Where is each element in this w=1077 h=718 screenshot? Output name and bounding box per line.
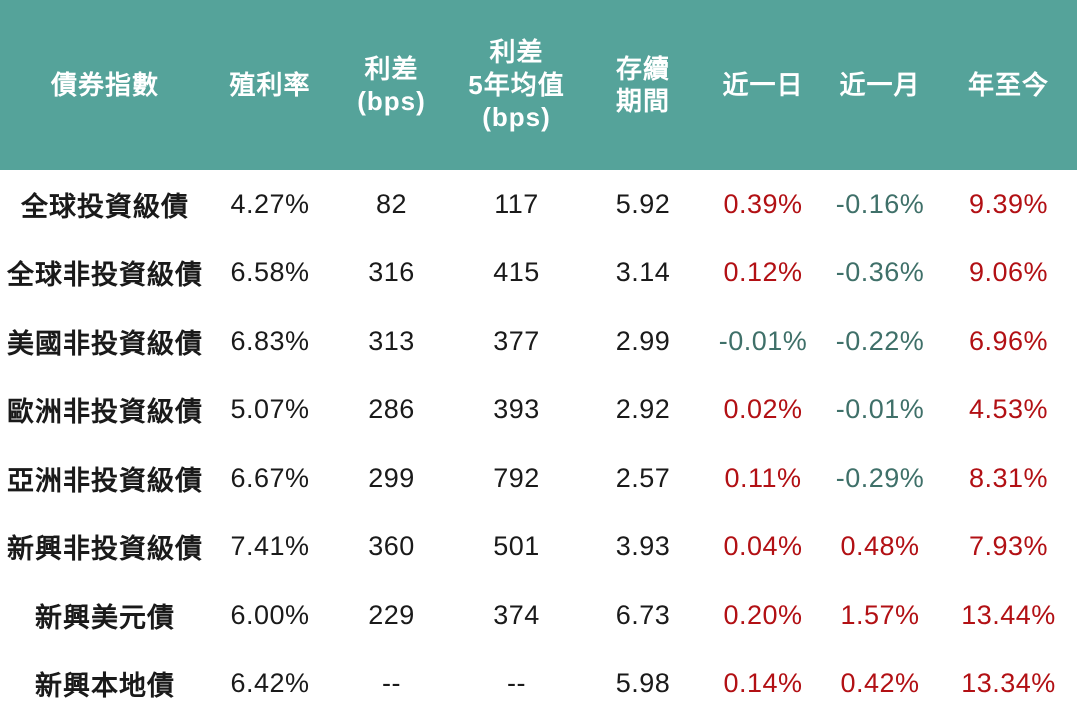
duration-value: 2.92 xyxy=(615,394,671,425)
bond-index-name: 亞洲非投資級債 xyxy=(7,465,203,496)
change-1m-value: -0.29% xyxy=(835,462,925,493)
change-1d-value: 0.12% xyxy=(723,257,803,288)
change-1m-value: -0.01% xyxy=(835,394,925,425)
bond-index-name: 新興美元債 xyxy=(35,602,175,633)
column-header-spread-5y-avg-bps: 利差 5年均值 (bps) xyxy=(468,37,565,133)
spread-bps-value: 299 xyxy=(368,462,415,493)
change-1m-value: 0.42% xyxy=(840,668,920,699)
change-1m-value: -0.36% xyxy=(835,257,925,288)
bond-index-name: 全球投資級債 xyxy=(21,191,189,222)
table-row: 全球非投資級債 6.58% 316 415 3.14 0.12% -0.36% … xyxy=(0,239,1077,308)
change-ytd-value: 7.93% xyxy=(968,531,1049,562)
table-header-row: 債券指數 殖利率 利差 (bps) 利差 5年均值 (bps) 存續 期間 近一… xyxy=(0,0,1077,170)
column-header-spread-bps: 利差 (bps) xyxy=(357,53,426,117)
duration-value: 5.98 xyxy=(615,668,671,699)
spread-bps-value: 316 xyxy=(368,257,415,288)
table-row: 新興美元債 6.00% 229 374 6.73 0.20% 1.57% 13.… xyxy=(0,581,1077,650)
change-ytd-value: 13.34% xyxy=(961,668,1056,699)
yield-value: 7.41% xyxy=(230,531,310,562)
column-header-yield: 殖利率 xyxy=(229,69,311,100)
spread-bps-value: 229 xyxy=(368,599,415,630)
spread-5y-avg-value: 393 xyxy=(493,394,540,425)
table-row: 美國非投資級債 6.83% 313 377 2.99 -0.01% -0.22%… xyxy=(0,307,1077,376)
change-ytd-value: 4.53% xyxy=(968,394,1049,425)
spread-bps-value: 82 xyxy=(375,188,408,219)
yield-value: 6.00% xyxy=(230,599,310,630)
change-ytd-value: 13.44% xyxy=(961,599,1056,630)
change-1m-value: -0.16% xyxy=(835,188,925,219)
bond-index-name: 歐洲非投資級債 xyxy=(7,397,203,428)
duration-value: 3.14 xyxy=(615,257,671,288)
table-row: 歐洲非投資級債 5.07% 286 393 2.92 0.02% -0.01% … xyxy=(0,376,1077,445)
change-1m-value: 0.48% xyxy=(840,531,920,562)
change-1m-value: 1.57% xyxy=(840,599,920,630)
change-ytd-value: 8.31% xyxy=(968,462,1049,493)
spread-bps-value: -- xyxy=(382,668,401,699)
spread-5y-avg-value: -- xyxy=(507,668,526,699)
change-1d-value: 0.02% xyxy=(723,394,803,425)
yield-value: 6.58% xyxy=(230,257,310,288)
table-row: 新興本地債 6.42% -- -- 5.98 0.14% 0.42% 13.34… xyxy=(0,650,1077,718)
bond-index-name: 美國非投資級債 xyxy=(7,328,203,359)
table-row: 新興非投資級債 7.41% 360 501 3.93 0.04% 0.48% 7… xyxy=(0,513,1077,582)
yield-value: 4.27% xyxy=(230,188,310,219)
duration-value: 3.93 xyxy=(615,531,671,562)
spread-5y-avg-value: 792 xyxy=(493,462,540,493)
change-1d-value: 0.39% xyxy=(723,188,803,219)
column-header-change-1m: 近一月 xyxy=(839,69,921,100)
change-1m-value: -0.22% xyxy=(835,325,925,356)
duration-value: 6.73 xyxy=(615,599,671,630)
duration-value: 2.99 xyxy=(615,325,671,356)
duration-value: 2.57 xyxy=(615,462,671,493)
spread-bps-value: 286 xyxy=(368,394,415,425)
spread-5y-avg-value: 117 xyxy=(494,188,539,219)
change-1d-value: -0.01% xyxy=(718,325,808,356)
yield-value: 6.42% xyxy=(230,668,310,699)
bond-index-name: 全球非投資級債 xyxy=(7,260,203,291)
table-row: 亞洲非投資級債 6.67% 299 792 2.57 0.11% -0.29% … xyxy=(0,444,1077,513)
column-header-index-name: 債券指數 xyxy=(50,69,159,100)
column-header-duration: 存續 期間 xyxy=(615,53,670,117)
column-header-change-1d: 近一日 xyxy=(722,69,804,100)
spread-5y-avg-value: 415 xyxy=(493,257,540,288)
yield-value: 6.67% xyxy=(230,462,310,493)
column-header-change-ytd: 年至今 xyxy=(967,69,1049,100)
spread-bps-value: 360 xyxy=(368,531,415,562)
yield-value: 5.07% xyxy=(230,394,310,425)
change-1d-value: 0.20% xyxy=(723,599,803,630)
duration-value: 5.92 xyxy=(615,188,671,219)
spread-5y-avg-value: 374 xyxy=(493,599,540,630)
change-ytd-value: 9.39% xyxy=(968,188,1049,219)
bond-index-name: 新興非投資級債 xyxy=(7,534,203,565)
change-1d-value: 0.11% xyxy=(724,462,802,493)
change-ytd-value: 9.06% xyxy=(968,257,1049,288)
change-ytd-value: 6.96% xyxy=(968,325,1049,356)
bond-index-name: 新興本地債 xyxy=(35,671,175,702)
yield-value: 6.83% xyxy=(230,325,310,356)
change-1d-value: 0.04% xyxy=(723,531,803,562)
spread-5y-avg-value: 501 xyxy=(493,531,540,562)
table-row: 全球投資級債 4.27% 82 117 5.92 0.39% -0.16% 9.… xyxy=(0,170,1077,239)
spread-bps-value: 313 xyxy=(368,325,415,356)
change-1d-value: 0.14% xyxy=(723,668,803,699)
spread-5y-avg-value: 377 xyxy=(493,325,540,356)
table-body: 全球投資級債 4.27% 82 117 5.92 0.39% -0.16% 9.… xyxy=(0,170,1077,718)
